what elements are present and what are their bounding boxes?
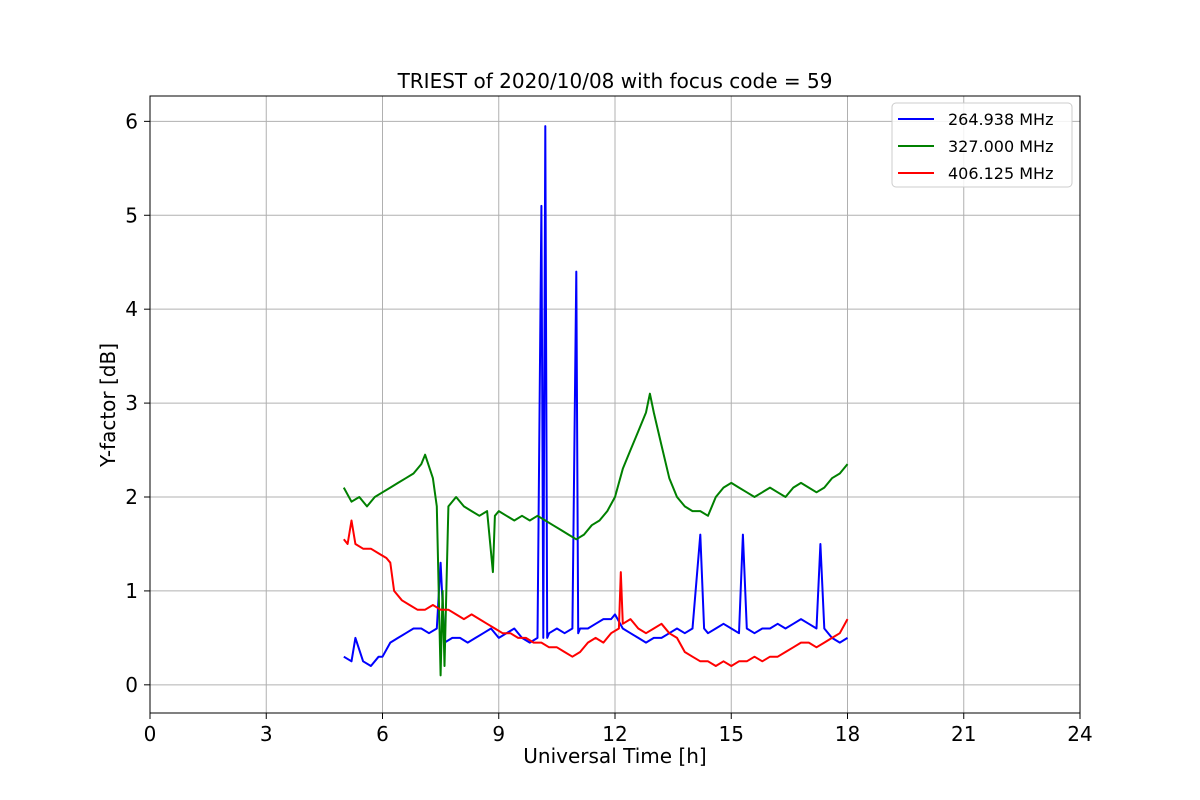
x-tick-label: 15 [719,722,744,746]
x-tick-label: 6 [376,722,389,746]
series-line-1 [343,125,849,667]
legend-box [891,102,1073,188]
y-tick-label: 5 [125,203,138,227]
chart-title: TRIEST of 2020/10/08 with focus code = 5… [397,69,833,93]
legend-label: 264.938 MHz [948,110,1053,129]
y-tick-label: 0 [125,673,138,697]
x-axis-label: Universal Time [h] [523,744,706,768]
x-tick-label: 12 [602,722,627,746]
x-tick-label: 9 [492,722,505,746]
x-tick-label: 3 [260,722,273,746]
y-tick-label: 4 [125,297,138,321]
y-tick-label: 3 [125,391,138,415]
x-axis-ticks: 0 3 6 9 12 15 18 21 24 [144,713,1093,746]
x-tick-label: 24 [1067,722,1092,746]
y-axis-label: Y-factor [dB] [96,343,120,468]
legend-label: 327.000 MHz [948,137,1053,156]
y-tick-label: 1 [125,579,138,603]
series-line-3 [343,519,849,667]
series-line-2 [342,392,849,677]
y-axis-ticks: 0 1 2 3 4 5 6 [125,109,150,697]
x-tick-label: 21 [951,722,976,746]
legend-label: 406.125 MHz [948,164,1053,183]
legend: 264.938 MHz 327.000 MHz 406.125 MHz [891,102,1073,188]
x-tick-label: 18 [835,722,860,746]
x-tick-label: 0 [144,722,157,746]
y-tick-label: 2 [125,485,138,509]
y-tick-label: 6 [125,109,138,133]
series-lines [342,125,849,677]
